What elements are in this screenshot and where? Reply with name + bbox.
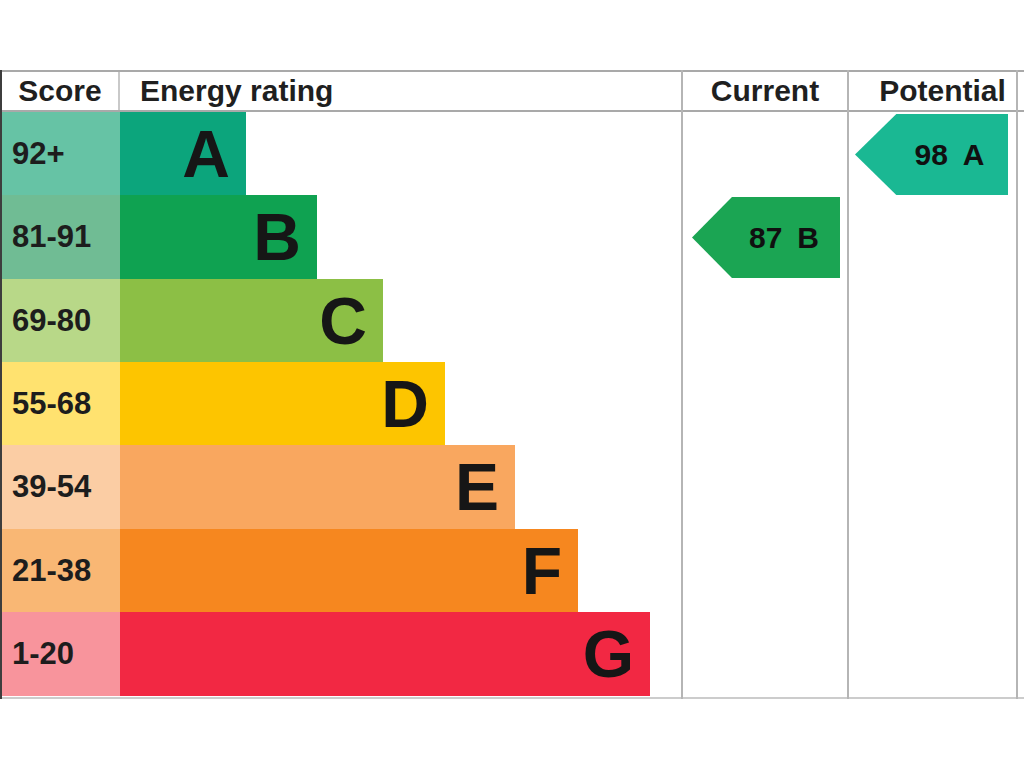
band-bar-e: E [120,445,515,529]
potential-band: A [963,138,985,172]
band-bar-d: D [120,362,445,445]
score-range-c: 69-80 [0,279,120,362]
table-top-border [0,70,1024,72]
band-letter-d: D [381,371,429,437]
score-range-g: 1-20 [0,612,120,696]
table-right-border [1016,70,1018,699]
score-range-e-label: 39-54 [12,469,91,505]
potential-score: 98 [914,138,947,172]
band-bar-g: G [120,612,650,696]
table-bottom-border [0,697,1024,699]
header-underline [0,110,1024,112]
score-range-b-label: 81-91 [12,219,91,255]
band-letter-e: E [455,454,499,520]
header-score: Score [0,72,120,110]
band-letter-f: F [522,538,562,604]
header-current-label: Current [711,74,819,108]
current-rating-arrow: 87 B [692,197,840,278]
potential-column-border [847,70,849,699]
header-energy-rating-label: Energy rating [140,74,333,108]
current-score: 87 [749,221,782,255]
header-current: Current [682,72,848,110]
score-range-c-label: 69-80 [12,303,91,339]
score-range-a: 92+ [0,112,120,195]
score-range-f-label: 21-38 [12,553,91,589]
score-range-f: 21-38 [0,529,120,612]
score-range-b: 81-91 [0,195,120,279]
epc-energy-rating-chart: Score Energy rating Current Potential 92… [0,0,1024,768]
current-band: B [797,221,819,255]
score-range-d-label: 55-68 [12,386,91,422]
potential-rating-arrow: 98 A [855,114,1008,195]
score-range-e: 39-54 [0,445,120,529]
score-range-d: 55-68 [0,362,120,445]
band-bar-c: C [120,279,383,362]
table-left-border [0,70,2,699]
band-letter-c: C [319,288,367,354]
band-bar-b: B [120,195,317,279]
header-energy-rating: Energy rating [120,72,540,110]
header-potential-label: Potential [879,74,1006,108]
band-bar-a: A [120,112,246,195]
band-letter-b: B [253,204,301,270]
band-letter-g: G [583,621,634,687]
band-bar-f: F [120,529,578,612]
current-column-border [681,70,683,699]
score-range-a-label: 92+ [12,136,65,172]
band-letter-a: A [182,121,230,187]
header-score-label: Score [18,74,101,108]
score-rating-header-divider [118,72,120,110]
epc-table: Score Energy rating Current Potential 92… [0,70,1024,704]
header-potential: Potential [848,72,1024,110]
score-range-g-label: 1-20 [12,636,74,672]
